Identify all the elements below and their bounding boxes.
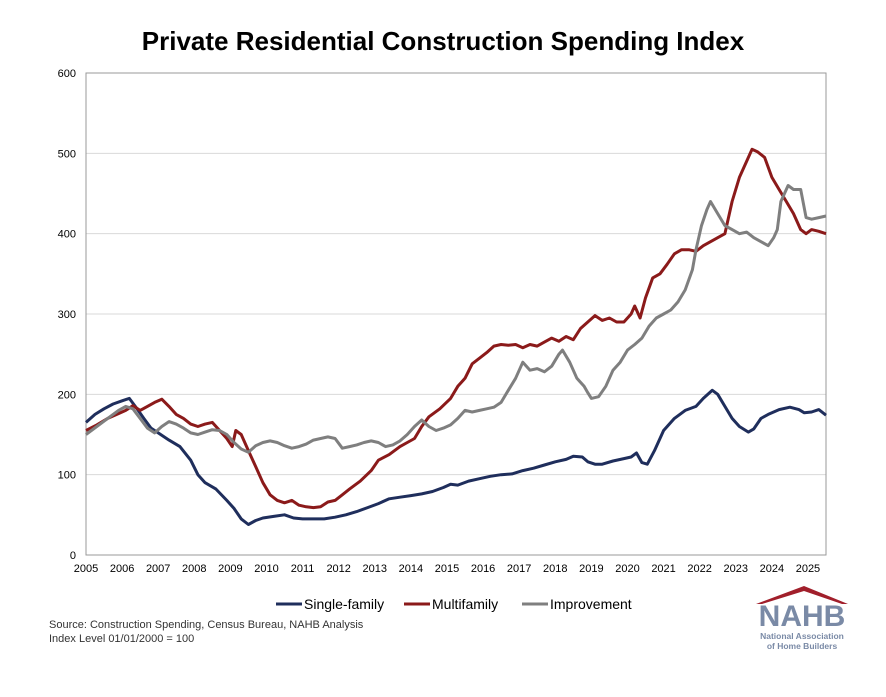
x-tick-label: 2019 (579, 563, 603, 575)
y-tick-label: 600 (58, 68, 76, 80)
y-tick-labels: 0 100 200 300 400 500 600 (58, 68, 76, 562)
x-tick-label: 2012 (326, 563, 350, 575)
y-tick-label: 100 (58, 470, 76, 482)
legend-label: Improvement (550, 596, 632, 612)
y-tick-label: 200 (58, 389, 76, 401)
x-tick-label: 2013 (363, 563, 387, 575)
chart-title: Private Residential Construction Spendin… (141, 26, 745, 56)
x-tick-label: 2017 (507, 563, 531, 575)
x-tick-label: 2008 (182, 563, 206, 575)
x-tick-label: 2016 (471, 563, 495, 575)
series-line-multifamily (85, 147, 827, 510)
logo-name-line-1: National Association (760, 631, 844, 641)
x-tick-label: 2009 (218, 563, 242, 575)
x-tick-label: 2014 (399, 563, 423, 575)
series-line-single-family (85, 388, 827, 526)
nahb-logo: NAHB National Association of Home Builde… (756, 586, 848, 651)
legend: Single-family Multifamily Improvement (276, 596, 632, 612)
x-tick-label: 2007 (146, 563, 170, 575)
source-line-1: Source: Construction Spending, Census Bu… (49, 619, 364, 631)
y-tick-label: 400 (58, 229, 76, 241)
x-tick-label: 2025 (796, 563, 820, 575)
x-tick-label: 2023 (724, 563, 748, 575)
legend-item: Multifamily (404, 596, 498, 612)
series-line-improvement (85, 184, 827, 454)
x-tick-label: 2024 (760, 563, 784, 575)
x-tick-label: 2020 (615, 563, 639, 575)
y-tick-label: 0 (70, 550, 76, 562)
x-tick-label: 2021 (651, 563, 675, 575)
legend-item: Improvement (522, 596, 632, 612)
logo-roof-icon (756, 586, 848, 604)
source-line-2: Index Level 01/01/2000 = 100 (49, 633, 195, 645)
x-tick-label: 2015 (435, 563, 459, 575)
logo-name-line-2: of Home Builders (767, 641, 838, 651)
x-tick-label: 2018 (543, 563, 567, 575)
y-tick-label: 500 (58, 148, 76, 160)
series-lines (85, 147, 827, 526)
x-tick-label: 2011 (291, 563, 315, 575)
x-tick-label: 2005 (74, 563, 98, 575)
x-tick-label: 2006 (110, 563, 134, 575)
x-tick-label: 2022 (687, 563, 711, 575)
plot-area-frame (85, 72, 827, 556)
y-tick-label: 300 (58, 309, 76, 321)
x-tick-labels: 2005 2006 2007 2008 2009 2010 2011 2012 2013 2014… (74, 563, 820, 575)
source-note: Source: Construction Spending, Census Bu… (49, 618, 363, 646)
legend-label: Multifamily (432, 596, 498, 612)
legend-item: Single-family (276, 596, 384, 612)
x-tick-label: 2010 (254, 563, 278, 575)
logo-acronym: NAHB (759, 600, 846, 633)
gridlines (86, 152, 826, 476)
legend-label: Single-family (304, 596, 384, 612)
